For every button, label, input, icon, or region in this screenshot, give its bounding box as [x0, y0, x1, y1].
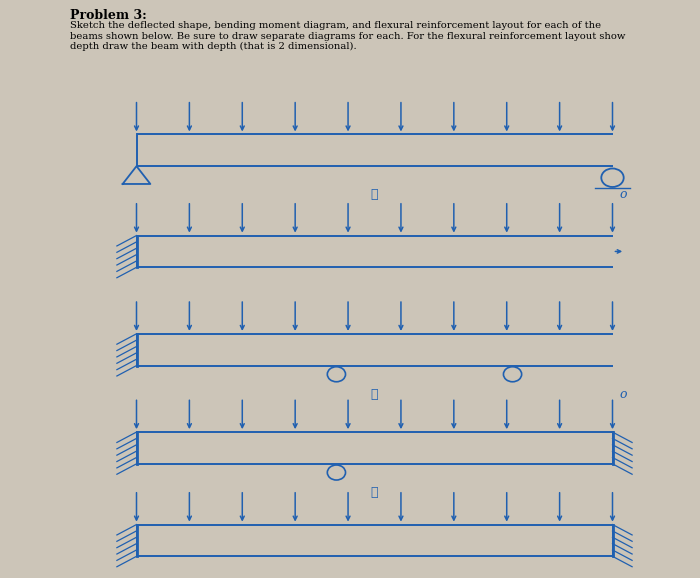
Text: o: o	[620, 188, 626, 201]
Text: o: o	[620, 387, 626, 401]
Text: beams shown below. Be sure to draw separate diagrams for each. For the flexural : beams shown below. Be sure to draw separ…	[70, 32, 625, 41]
Text: ℓ: ℓ	[371, 486, 378, 499]
Text: ℓ: ℓ	[371, 188, 378, 201]
Text: Problem 3:: Problem 3:	[70, 9, 147, 21]
Text: depth draw the beam with depth (that is 2 dimensional).: depth draw the beam with depth (that is …	[70, 42, 356, 51]
Text: ℓ: ℓ	[371, 387, 378, 401]
Text: Sketch the deflected shape, bending moment diagram, and flexural reinforcement l: Sketch the deflected shape, bending mome…	[70, 21, 601, 31]
